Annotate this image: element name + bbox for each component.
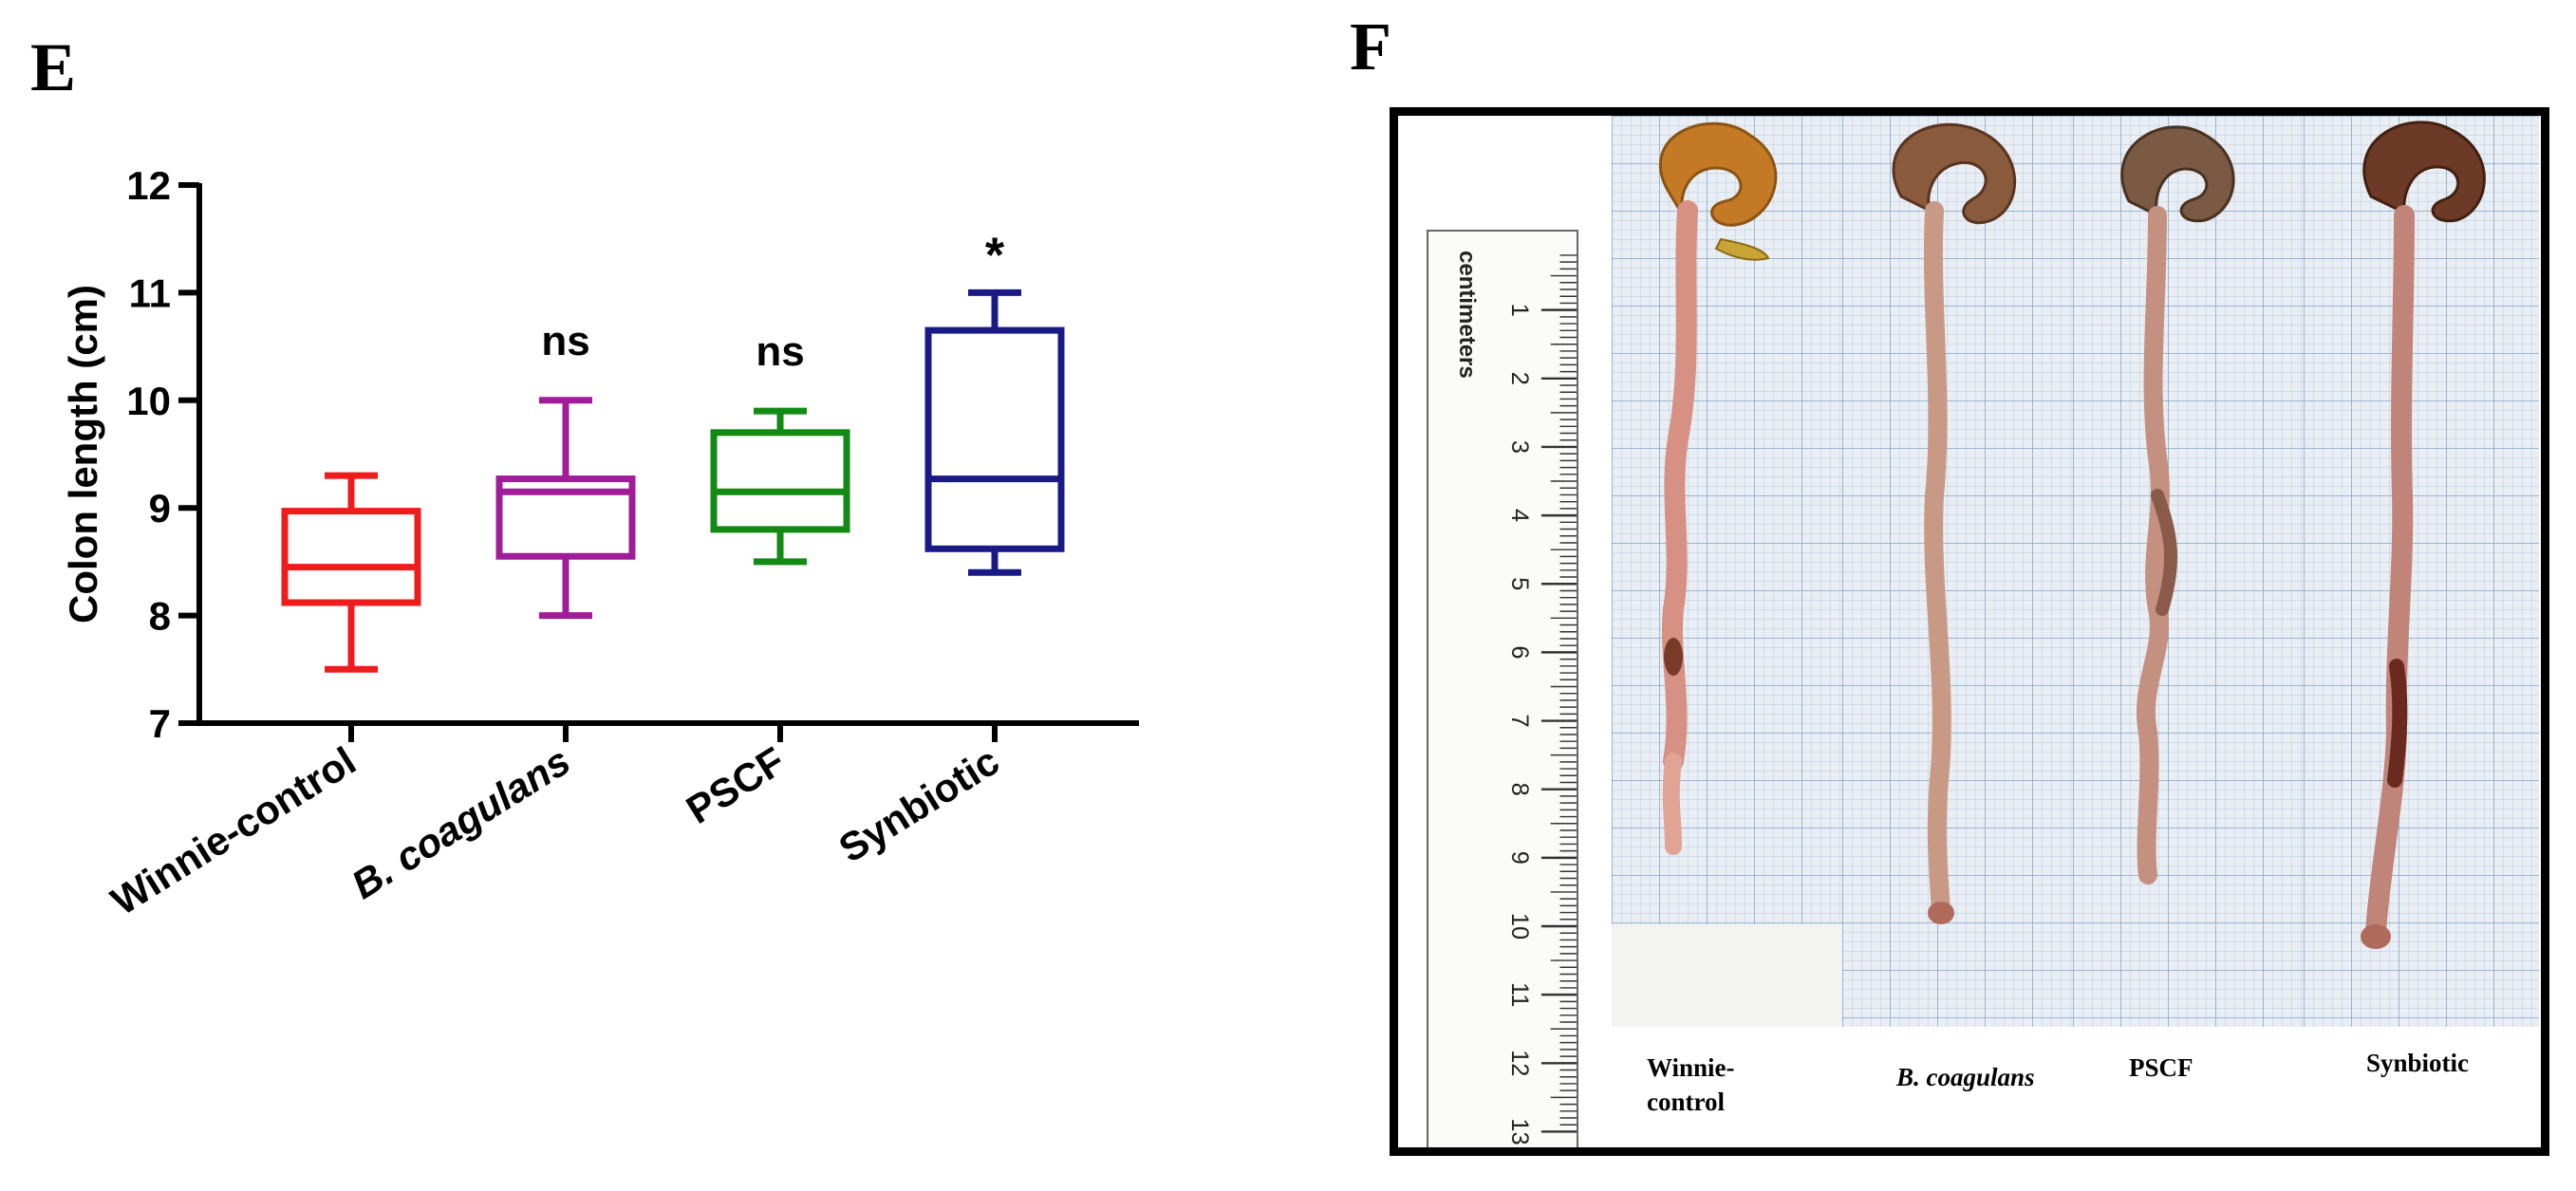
box-4-iqr [924, 326, 1065, 552]
box-3 [710, 407, 850, 566]
panel-letter-e: E [30, 29, 77, 105]
photo-caption-1-line1: Winnie- [1647, 1053, 1735, 1082]
photo-strip-3 [2073, 116, 2304, 1027]
chart-boxes [281, 288, 1065, 673]
y-tick-label-12: 12 [126, 163, 171, 208]
colon-specimens [1659, 121, 2486, 949]
significance-label-4: * [985, 228, 1005, 283]
ruler-number-5: 5 [1506, 577, 1533, 590]
chart-axes [178, 182, 1139, 742]
ruler-number-2: 2 [1506, 372, 1533, 385]
ruler-number-6: 6 [1506, 645, 1533, 659]
ruler-number-1: 1 [1506, 304, 1533, 317]
photo-caption-4-line1: Synbiotic [2366, 1049, 2470, 1077]
ruler-number-3: 3 [1506, 440, 1533, 454]
ruler-number-4: 4 [1506, 509, 1533, 522]
y-axis-label: Colon length (cm) [61, 285, 105, 623]
ruler-number-13: 13 [1506, 1118, 1533, 1144]
box-1 [281, 472, 421, 673]
photo-strip-1 [1612, 116, 1842, 1027]
y-tick-label-10: 10 [126, 379, 171, 423]
photo-caption-3: PSCF [2129, 1051, 2193, 1085]
y-tick-label-7: 7 [149, 701, 171, 746]
panel-letter-f: F [1350, 9, 1391, 84]
colon-specimen-1 [1659, 121, 1778, 855]
chart-labels: 7 8 9 10 11 12 Colon length (cm) Winnie-control… [61, 163, 1007, 923]
ruler-number-12: 12 [1506, 1050, 1533, 1076]
ruler-number-9: 9 [1506, 851, 1533, 865]
x-category-label-2: B. coagulans [344, 738, 578, 907]
colon-specimen-3 [2120, 125, 2235, 884]
ruler-number-8: 8 [1506, 783, 1533, 796]
photo-caption-2: B. coagulans [1896, 1060, 2035, 1094]
x-category-label-4: Synbiotic [831, 738, 1007, 871]
significance-label-3: ns [756, 328, 804, 375]
photo-background-paper [1612, 924, 1842, 1027]
box-1-iqr [281, 508, 421, 606]
photo-caption-4: Synbiotic [2366, 1046, 2469, 1080]
box-2-iqr [495, 475, 636, 560]
photo-strip-4 [2304, 116, 2539, 1027]
y-tick-label-11: 11 [129, 270, 171, 315]
ruler-number-11: 11 [1506, 982, 1533, 1007]
colon-specimen-2 [1892, 122, 2017, 924]
photo-caption-3-line1: PSCF [2129, 1053, 2193, 1082]
box-3-iqr [710, 429, 850, 533]
colon-photo-frame: 1 2 3 4 5 6 7 8 9 10 11 12 13 centimeters Winnie- co… [1390, 107, 2549, 1156]
ruler-number-10: 10 [1506, 913, 1533, 940]
y-tick-label-9: 9 [149, 486, 171, 530]
photo-caption-2-line1: B. coagulans [1896, 1063, 2035, 1091]
photo-caption-1-line2: control [1647, 1088, 1725, 1116]
y-tick-label-8: 8 [149, 594, 171, 639]
photo-caption-1: Winnie- control [1647, 1051, 1735, 1119]
ruler-label: centimeters [1454, 251, 1480, 379]
significance-label-2: ns [541, 318, 589, 364]
ruler-number-7: 7 [1506, 714, 1533, 727]
box-4 [924, 288, 1065, 576]
colon-length-boxplot: 7 8 9 10 11 12 Colon length (cm) Winnie-control… [61, 163, 1139, 923]
x-category-label-3: PSCF [679, 738, 793, 832]
box-2 [495, 397, 636, 620]
photo-strip-2 [1842, 116, 2073, 1027]
centimeter-ruler: 1 2 3 4 5 6 7 8 9 10 11 12 13 centimeters [1427, 230, 1578, 1147]
x-category-label-1: Winnie-control [103, 738, 364, 923]
colon-specimen-4 [2361, 121, 2486, 949]
